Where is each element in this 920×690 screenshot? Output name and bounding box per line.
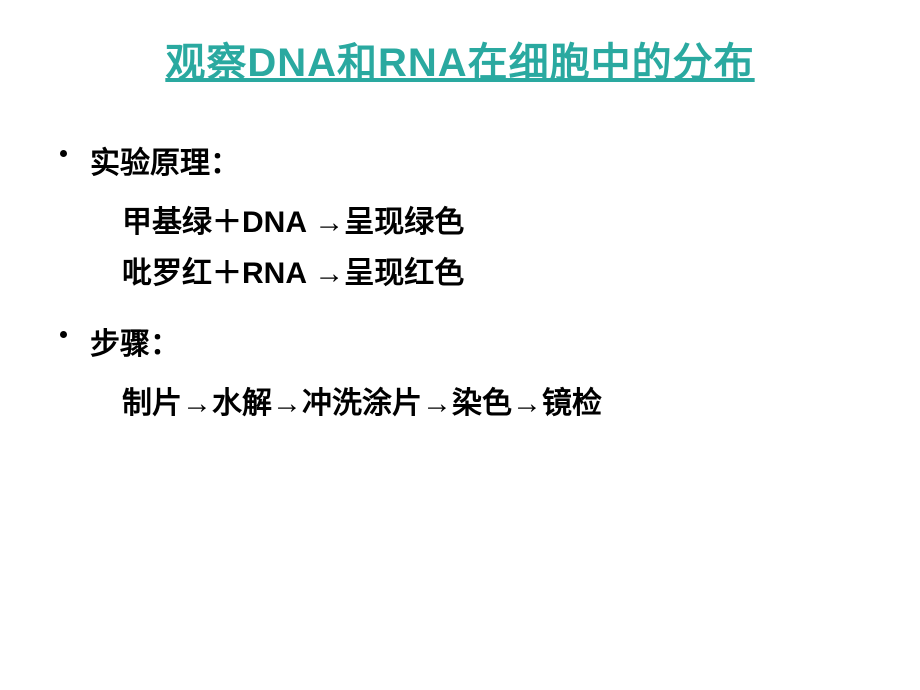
section-line: 制片→水解→冲洗涂片→染色→镜检 bbox=[90, 378, 870, 429]
slide-content: 实验原理： 甲基绿＋DNA →呈现绿色 吡罗红＋RNA →呈现红色 步骤： 制片… bbox=[50, 138, 870, 429]
slide-container: 观察DNA和RNA在细胞中的分布 实验原理： 甲基绿＋DNA →呈现绿色 吡罗红… bbox=[0, 0, 920, 690]
bullet-marker-icon bbox=[60, 331, 67, 338]
section-line: 吡罗红＋RNA →呈现红色 bbox=[90, 248, 870, 299]
bullet-item: 步骤： bbox=[90, 319, 870, 370]
bullet-item: 实验原理： bbox=[90, 138, 870, 189]
section-principle: 实验原理： 甲基绿＋DNA →呈现绿色 吡罗红＋RNA →呈现红色 bbox=[90, 138, 870, 299]
section-steps: 步骤： 制片→水解→冲洗涂片→染色→镜检 bbox=[90, 319, 870, 429]
section-line: 甲基绿＋DNA →呈现绿色 bbox=[90, 197, 870, 248]
section-label: 实验原理： bbox=[90, 138, 870, 189]
section-label: 步骤： bbox=[90, 319, 870, 370]
slide-title: 观察DNA和RNA在细胞中的分布 bbox=[50, 30, 870, 88]
bullet-marker-icon bbox=[60, 150, 67, 157]
